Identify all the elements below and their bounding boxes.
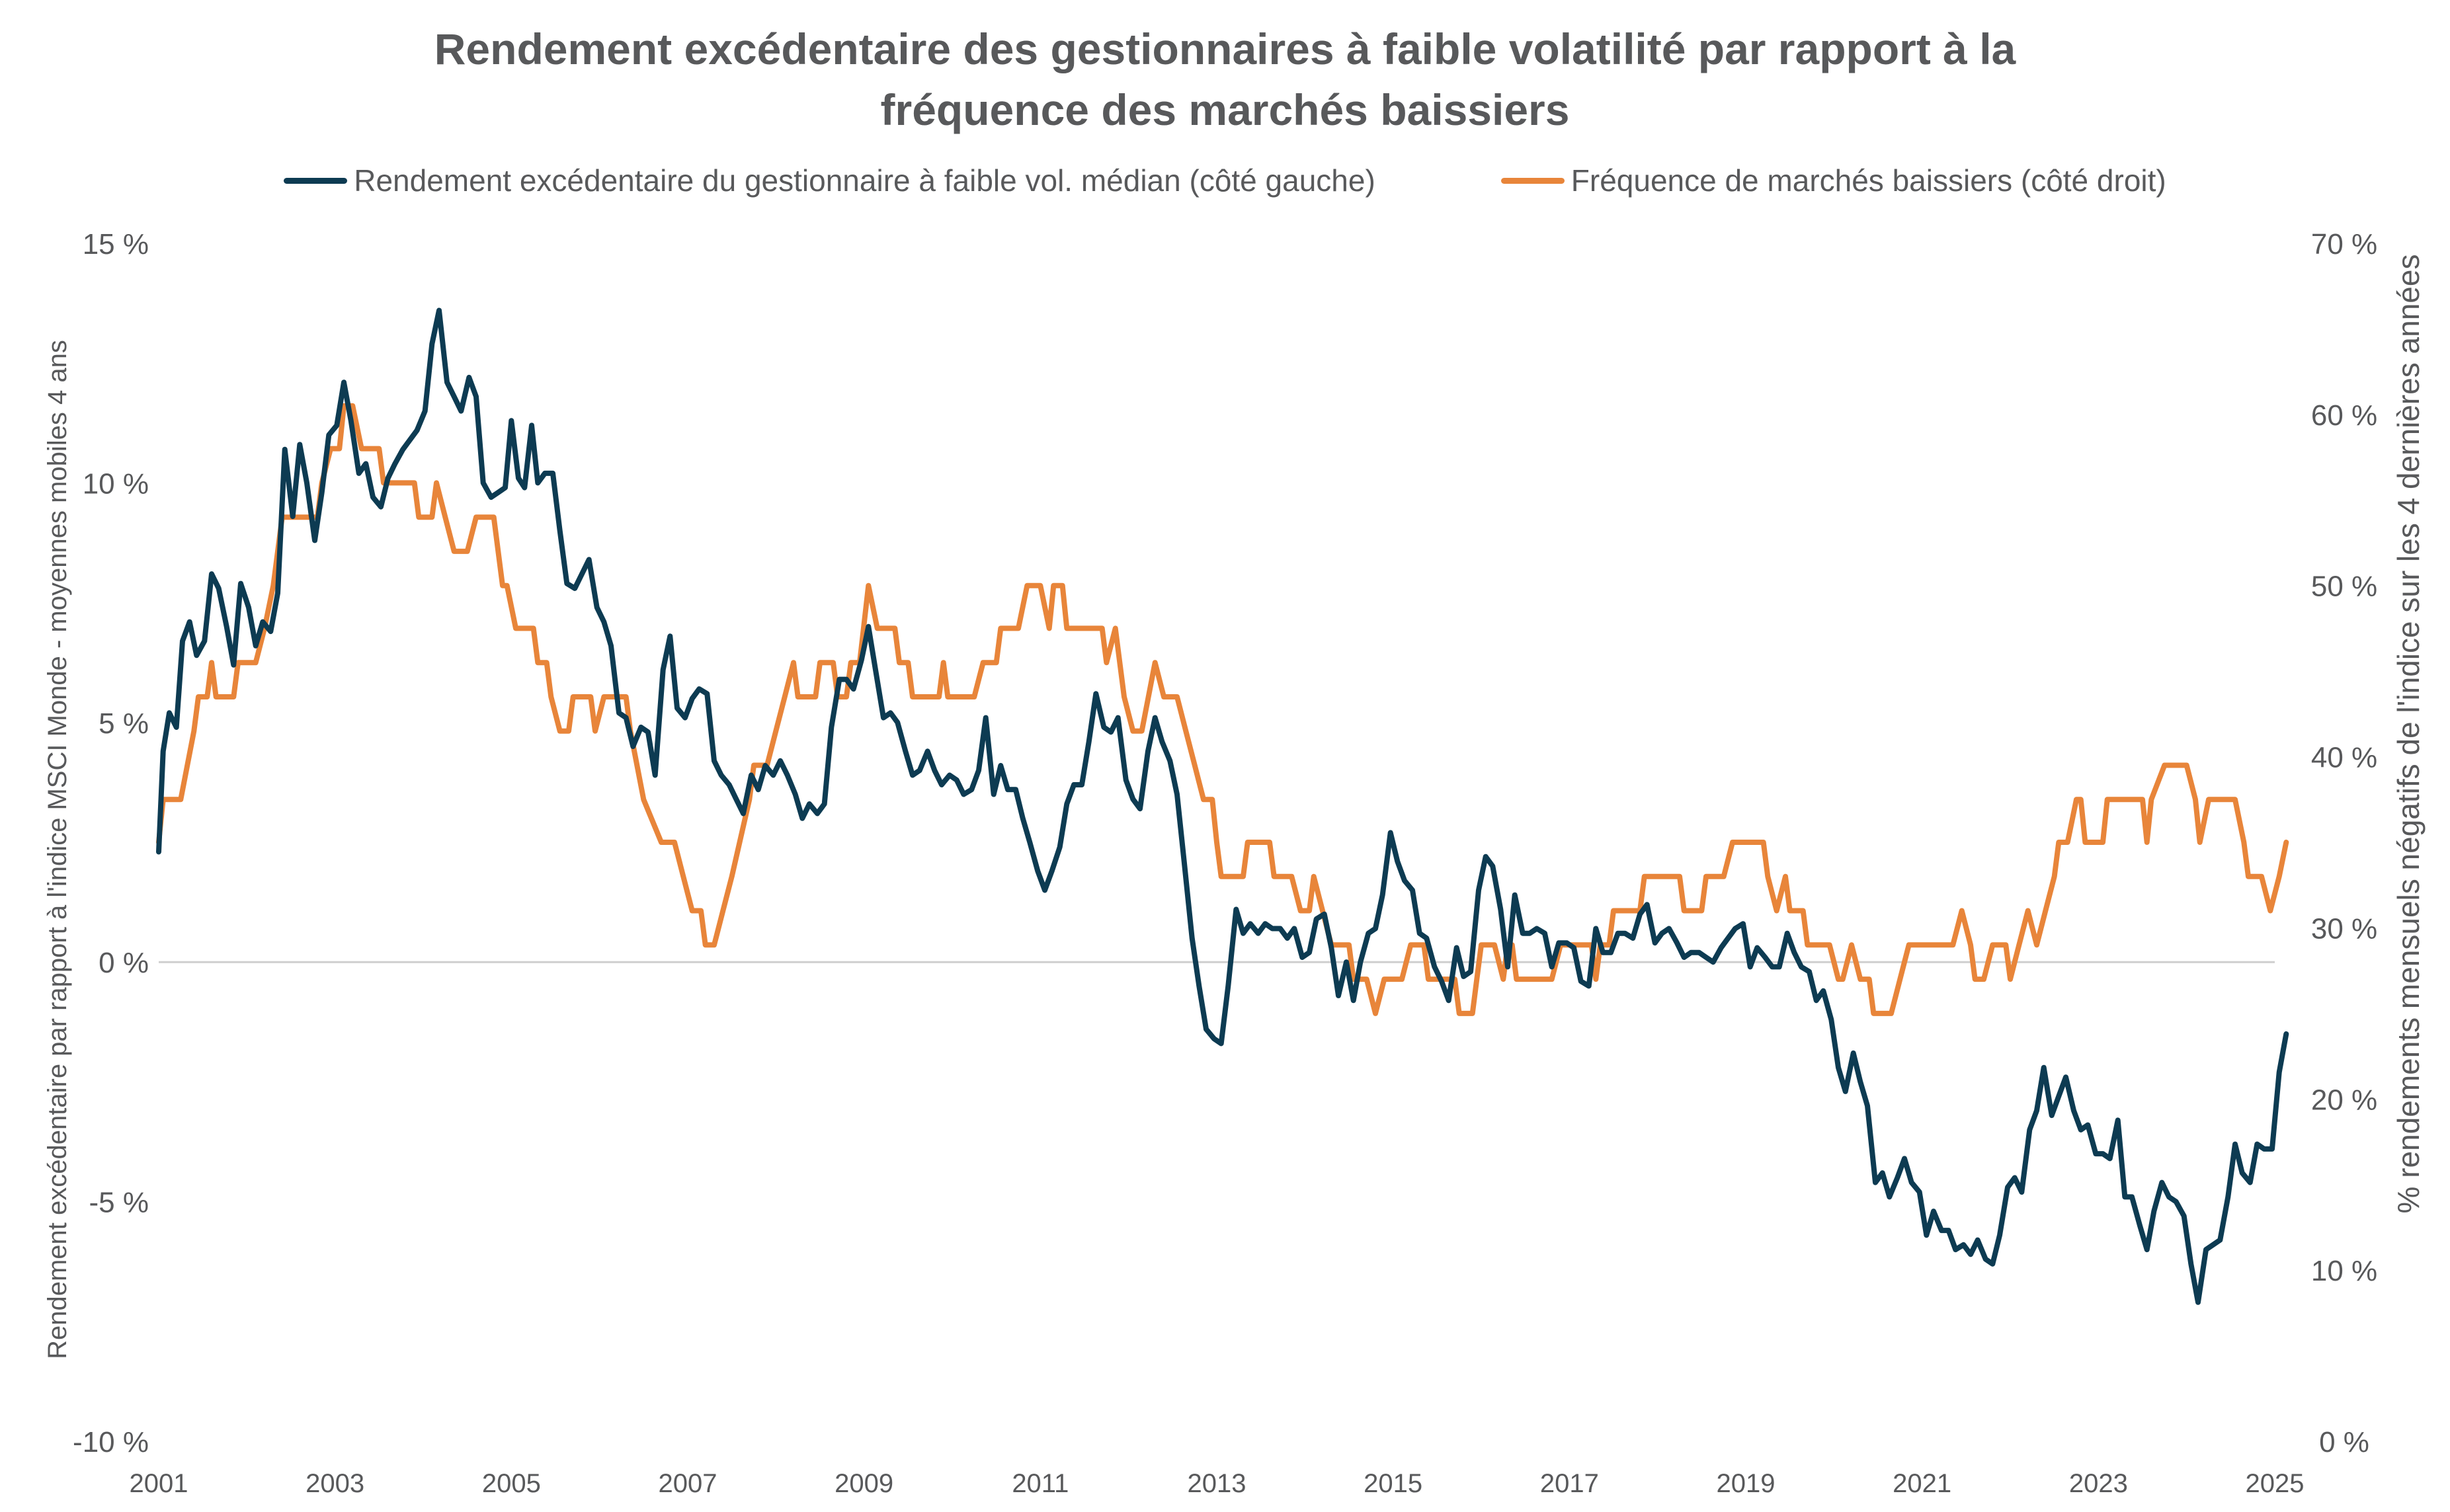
legend-label-bear-frequency: Fréquence de marchés baissiers (côté dro… xyxy=(1571,163,2166,198)
left-tick-label: -10 % xyxy=(73,1426,149,1458)
right-tick-label: 40 % xyxy=(2311,742,2377,774)
x-axis-ticks: 2001 2003 2005 2007 2009 2011 2013 2015 2017 2019… xyxy=(130,1469,2305,1498)
legend-item-excess-return: Rendement excédentaire du gestionnaire à… xyxy=(284,163,1375,198)
x-tick-label: 2011 xyxy=(1012,1469,1069,1498)
x-tick-label: 2021 xyxy=(1893,1469,1951,1498)
legend-swatch-excess-return xyxy=(284,177,348,184)
series-layer xyxy=(156,307,2289,1305)
x-tick-label: 2017 xyxy=(1540,1469,1599,1498)
x-tick-label: 2001 xyxy=(130,1469,188,1498)
left-tick-label: -5 % xyxy=(89,1187,149,1219)
left-tick-label: 10 % xyxy=(83,467,149,500)
chart-title-line1: Rendement excédentaire des gestionnaires… xyxy=(434,24,2016,73)
right-tick-label: 30 % xyxy=(2311,912,2377,945)
right-tick-label: 0 % xyxy=(2319,1426,2369,1458)
right-axis-ticks: 70 % 60 % 50 % 40 % 30 % 20 % 10 % 0 % xyxy=(2311,228,2377,1458)
x-tick-label: 2015 xyxy=(1364,1469,1422,1498)
right-tick-label: 50 % xyxy=(2311,571,2377,603)
x-tick-label: 2019 xyxy=(1717,1469,1776,1498)
legend-label-excess-return: Rendement excédentaire du gestionnaire à… xyxy=(354,163,1375,198)
x-tick-label: 2009 xyxy=(835,1469,893,1498)
series-line-bear-frequency xyxy=(156,403,2289,1016)
chart-title-line2: fréquence des marchés baissiers xyxy=(880,85,1570,134)
legend-item-bear-frequency: Fréquence de marchés baissiers (côté dro… xyxy=(1500,163,2166,198)
chart-legend: Rendement excédentaire du gestionnaire à… xyxy=(0,157,2450,204)
left-tick-label: 0 % xyxy=(99,947,149,979)
left-tick-label: 5 % xyxy=(99,707,149,740)
legend-swatch-bear-frequency xyxy=(1500,177,1565,184)
left-tick-label: 15 % xyxy=(83,228,149,260)
right-tick-label: 60 % xyxy=(2311,399,2377,432)
left-axis-ticks: 15 % 10 % 5 % 0 % -5 % -10 % xyxy=(73,228,149,1458)
series-line-excess-return xyxy=(156,307,2289,1305)
x-tick-label: 2025 xyxy=(2246,1469,2305,1498)
right-axis-label: % rendements mensuels négatifs de l'indi… xyxy=(2391,255,2426,1214)
x-tick-label: 2023 xyxy=(2069,1469,2128,1498)
x-tick-label: 2007 xyxy=(659,1469,717,1498)
right-tick-label: 10 % xyxy=(2311,1255,2377,1287)
x-tick-label: 2013 xyxy=(1188,1469,1246,1498)
x-tick-label: 2003 xyxy=(306,1469,364,1498)
right-tick-label: 70 % xyxy=(2311,228,2377,260)
right-tick-label: 20 % xyxy=(2311,1084,2377,1116)
x-tick-label: 2005 xyxy=(482,1469,541,1498)
left-axis-label: Rendement excédentaire par rapport à l'i… xyxy=(43,340,72,1359)
chart-title: Rendement excédentaire des gestionnaires… xyxy=(0,19,2450,140)
